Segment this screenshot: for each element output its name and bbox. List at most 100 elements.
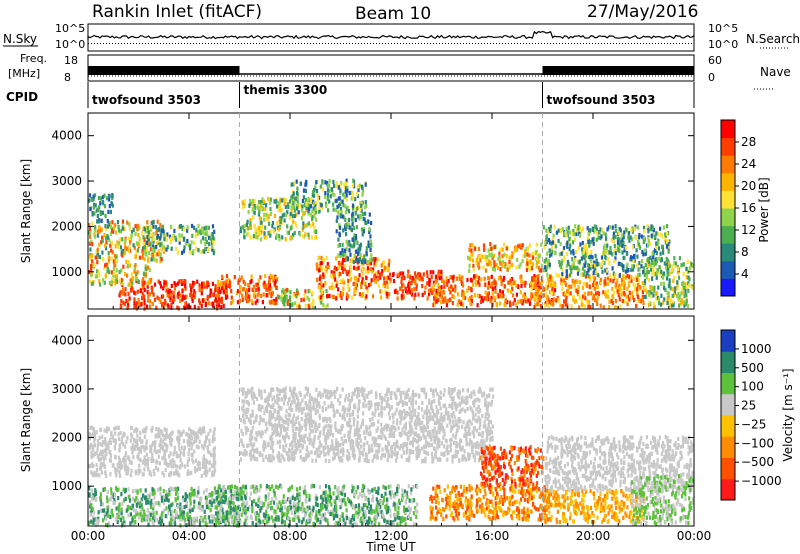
heat-cell (344, 204, 347, 209)
heat-cell (156, 295, 159, 300)
heat-cell (309, 197, 312, 202)
heat-cell (224, 295, 228, 300)
heat-cell (370, 253, 373, 258)
heat-cell (284, 499, 287, 504)
heat-cell (237, 505, 240, 510)
heat-cell (652, 232, 655, 237)
heat-cell (176, 464, 179, 469)
heat-cell (129, 512, 132, 517)
heat-cell (619, 242, 622, 248)
heat-cell (320, 203, 323, 208)
heat-cell (671, 293, 674, 298)
heat-cell (158, 443, 161, 448)
heat-cell (340, 210, 343, 215)
heat-cell (92, 453, 95, 458)
heat-cell (115, 487, 118, 492)
heat-cell (197, 248, 200, 253)
heat-cell (520, 274, 523, 279)
heat-cell (654, 234, 657, 239)
heat-cell (258, 206, 261, 211)
heat-cell (584, 253, 587, 259)
heat-cell (285, 296, 288, 301)
heat-cell (351, 222, 354, 227)
heat-cell (141, 248, 144, 253)
heat-cell (89, 500, 92, 505)
heat-cell (528, 301, 532, 306)
heat-cell (516, 257, 519, 262)
heat-cell (200, 239, 203, 244)
heat-cell (232, 501, 235, 506)
heat-cell (250, 515, 253, 521)
freq-tick-bottom: 8 (64, 71, 71, 84)
heat-cell (129, 521, 132, 526)
heat-cell (280, 207, 283, 212)
heat-cell (664, 237, 667, 242)
heat-cell (145, 500, 148, 505)
heat-cell (589, 254, 592, 259)
heat-cell (451, 287, 454, 292)
heat-cell (644, 251, 647, 256)
nsky-label: N.Sky (3, 32, 37, 46)
heat-cell (603, 245, 606, 251)
heat-cell (175, 513, 178, 518)
heat-cell (493, 260, 496, 265)
heat-cell (374, 279, 377, 285)
heat-cell (361, 280, 364, 285)
heat-cell (304, 223, 307, 228)
heat-cell (351, 211, 354, 216)
heat-cell (305, 521, 308, 526)
heat-cell (160, 498, 164, 503)
heat-cell (230, 500, 233, 505)
heat-cell (677, 275, 681, 280)
heat-cell (344, 217, 347, 222)
heat-cell (655, 250, 658, 256)
heat-cell (660, 281, 663, 286)
heat-cell (488, 276, 491, 281)
heat-cell (230, 295, 233, 300)
heat-cell (326, 188, 330, 193)
heat-cell (205, 470, 208, 475)
heat-cell (153, 297, 157, 302)
heat-cell (187, 516, 190, 522)
heat-cell (364, 285, 367, 290)
heat-cell (540, 291, 543, 296)
heat-cell (339, 498, 342, 503)
heat-cell (289, 226, 292, 231)
heat-cell (572, 251, 575, 256)
heat-cell (595, 237, 598, 242)
heat-cell (360, 262, 363, 267)
heat-cell (493, 280, 496, 285)
heat-cell (210, 514, 213, 519)
heat-cell (243, 228, 246, 234)
heat-cell (576, 289, 579, 294)
heat-cell (577, 246, 580, 251)
heat-cell (645, 275, 648, 280)
heat-cell (132, 496, 135, 501)
heat-cell (201, 281, 204, 286)
heat-cell (192, 460, 195, 465)
heat-cell (144, 229, 147, 234)
heat-cell (637, 242, 641, 247)
heat-cell (187, 509, 190, 514)
heat-cell (388, 258, 391, 263)
heat-cell (364, 497, 367, 502)
heat-cell (275, 235, 278, 240)
heat-cell (616, 289, 619, 294)
heat-cell (135, 442, 138, 447)
colorbar-swatch (721, 137, 735, 156)
heat-cell (325, 204, 328, 209)
heat-cell (474, 246, 477, 251)
heat-cell (672, 303, 675, 308)
heat-cell (108, 270, 111, 275)
heat-cell (303, 211, 306, 216)
heat-cell (268, 286, 271, 291)
heat-cell (222, 289, 225, 294)
heat-cell (301, 198, 304, 204)
heat-cell (348, 190, 351, 196)
heat-cell (145, 248, 148, 253)
heat-cell (355, 236, 358, 241)
heat-cell (219, 497, 222, 502)
heat-cell (172, 452, 175, 457)
heat-cell (610, 298, 613, 304)
heat-cell (124, 458, 127, 463)
